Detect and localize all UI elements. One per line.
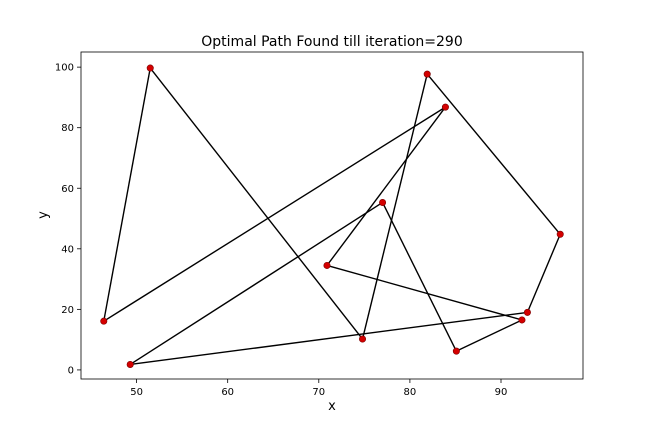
city-point xyxy=(523,308,531,316)
city-point xyxy=(518,316,526,324)
path-segment xyxy=(426,73,561,235)
path-segment xyxy=(526,234,561,313)
y-tick-label: 40 xyxy=(61,244,74,255)
plot-area xyxy=(80,51,584,380)
y-tick-label: 80 xyxy=(61,123,74,134)
city-point xyxy=(556,230,564,238)
path-segment xyxy=(381,202,457,352)
x-axis: 50 60 70 80 90 xyxy=(130,379,507,398)
y-tick-label: 100 xyxy=(55,63,74,74)
path-points xyxy=(100,64,564,368)
x-tick-label: 90 xyxy=(495,387,508,398)
city-point xyxy=(423,70,431,78)
y-axis: 0 20 40 60 80 100 xyxy=(55,63,81,376)
path-segment xyxy=(456,319,523,352)
y-tick-label: 20 xyxy=(61,305,74,316)
city-point xyxy=(323,261,331,269)
city-point xyxy=(126,360,134,368)
city-point xyxy=(441,103,449,111)
path-segment xyxy=(129,201,383,366)
y-axis-label: y xyxy=(36,211,51,219)
city-point xyxy=(452,347,460,355)
y-tick-label: 0 xyxy=(68,365,74,376)
x-tick-label: 80 xyxy=(404,387,417,398)
path-segment xyxy=(103,106,446,322)
city-point xyxy=(146,64,154,72)
path-segment xyxy=(149,67,364,340)
x-tick-label: 60 xyxy=(221,387,234,398)
path-segment xyxy=(361,73,428,340)
path-segment xyxy=(130,311,528,366)
chart-title: Optimal Path Found till iteration=290 xyxy=(201,34,462,50)
x-axis-label: x xyxy=(328,399,336,414)
path-segment xyxy=(326,106,446,266)
path-segment xyxy=(103,67,151,322)
city-point xyxy=(379,198,387,206)
x-tick-label: 50 xyxy=(130,387,143,398)
city-point xyxy=(359,335,367,343)
path-series xyxy=(103,67,561,366)
x-tick-label: 70 xyxy=(312,387,325,398)
path-segment xyxy=(326,264,523,321)
y-tick-label: 60 xyxy=(61,184,74,195)
city-point xyxy=(100,317,108,325)
